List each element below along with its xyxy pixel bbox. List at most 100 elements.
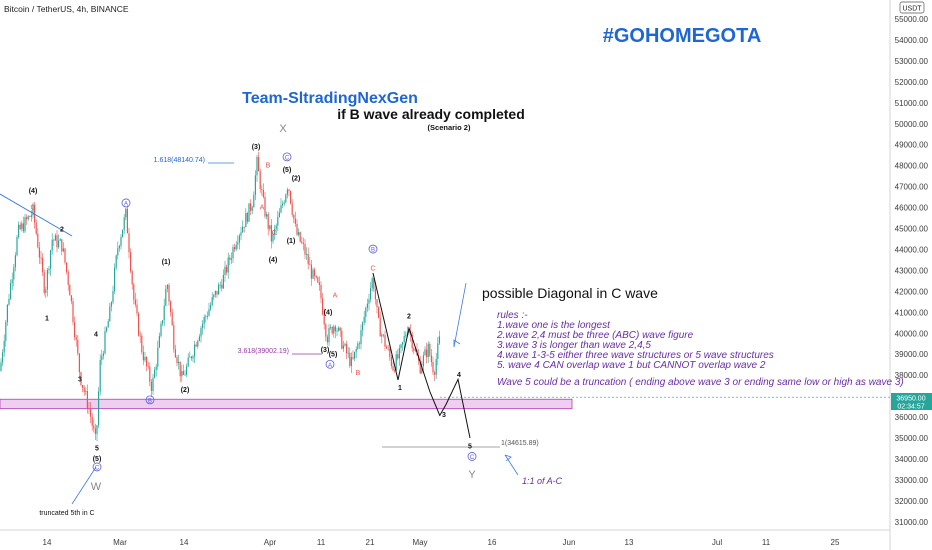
time-tick-label: 11 xyxy=(762,538,771,547)
candle-body xyxy=(80,372,82,386)
candle-body xyxy=(24,217,26,232)
candle-body xyxy=(2,352,4,363)
candle-body xyxy=(163,305,165,321)
candle-body xyxy=(398,348,400,359)
candle-body xyxy=(282,203,284,206)
candle-body xyxy=(424,349,426,356)
rules-block: rules :-1.wave one is the longest2.wave … xyxy=(496,310,904,388)
candle-body xyxy=(138,313,140,336)
wave-label-circled: B xyxy=(368,244,378,254)
candle-body xyxy=(248,203,250,222)
drawing-lines xyxy=(0,162,519,505)
wave-label-red: B xyxy=(266,163,271,170)
candle-body xyxy=(250,203,252,211)
price-tag[interactable] xyxy=(891,393,932,410)
price-tick-label: 32000.00 xyxy=(895,497,929,506)
price-axis[interactable]: 55000.00 54000.00 53000.00 52000.00 51000.00… xyxy=(895,15,929,527)
price-tick-label: 39000.00 xyxy=(895,350,929,359)
wave-label: 3 xyxy=(78,376,82,383)
wave-label-circled: C xyxy=(282,152,292,161)
candle-body xyxy=(213,294,215,298)
candle-body xyxy=(190,356,192,359)
candle-body xyxy=(328,327,330,343)
wave-label: (5) xyxy=(329,351,338,358)
candle-body xyxy=(366,303,368,308)
wave-circle-letter: A xyxy=(328,363,332,369)
candle-body xyxy=(130,252,132,272)
time-axis[interactable]: 14 Mar 14 Apr 11 21 May 16 Jun 13 Jul 11 25 xyxy=(43,538,840,547)
candle-body xyxy=(435,358,437,375)
candle-body xyxy=(70,295,72,302)
candle-body xyxy=(317,277,319,283)
candle-body xyxy=(157,347,159,367)
candle-body xyxy=(221,284,223,289)
candle-body xyxy=(165,288,167,306)
candle-body xyxy=(3,340,5,353)
candle-body xyxy=(219,284,221,286)
candle-body xyxy=(298,232,300,235)
candle-body xyxy=(390,356,392,367)
wave-label: (4) xyxy=(324,309,333,316)
candle-body xyxy=(237,242,239,245)
candle-body xyxy=(427,343,429,358)
candle-body xyxy=(267,214,269,229)
candle-body xyxy=(6,304,8,323)
candle-body xyxy=(195,344,197,347)
candle-body xyxy=(45,289,47,294)
candle-body xyxy=(74,322,76,338)
wave-label: 4 xyxy=(94,331,98,338)
wave-circle-letter: B xyxy=(371,248,375,254)
candle-body xyxy=(370,288,372,300)
candle-body xyxy=(16,237,18,256)
support-zone[interactable] xyxy=(0,398,573,410)
candle-body xyxy=(115,255,117,268)
time-tick-label: Apr xyxy=(264,538,277,547)
candle-body xyxy=(181,371,183,377)
team-label: Team-SltradingNexGen xyxy=(242,90,418,107)
candle-body xyxy=(155,366,157,370)
candle-body xyxy=(104,331,106,354)
candle-body xyxy=(325,324,327,337)
wave-circle xyxy=(121,198,131,208)
currency-badge[interactable] xyxy=(899,1,925,14)
projection-path[interactable] xyxy=(439,377,471,439)
candle-body xyxy=(243,226,245,228)
candle-body xyxy=(114,267,116,292)
candle-body xyxy=(110,302,112,307)
candle-body xyxy=(373,278,375,289)
candle-body xyxy=(78,353,80,373)
price-tick-label: 44000.00 xyxy=(895,245,929,254)
candle-body xyxy=(168,285,170,302)
candle-body xyxy=(166,285,168,289)
candle-body xyxy=(66,262,68,272)
candle-body xyxy=(296,223,298,235)
wave-circle xyxy=(368,244,378,254)
candle-body xyxy=(149,366,151,382)
candle-body xyxy=(14,255,16,268)
candle-body xyxy=(128,233,130,253)
candle-body xyxy=(210,305,212,310)
candle-body xyxy=(61,239,63,252)
candle-body xyxy=(18,224,20,238)
candle-body xyxy=(42,257,44,272)
candle-body xyxy=(270,225,272,242)
price-tick-label: 48000.00 xyxy=(895,162,929,171)
candle-body xyxy=(182,371,184,375)
ratio-label: 1:1 of A-C xyxy=(522,476,563,486)
candle-body xyxy=(232,247,234,259)
candle-body xyxy=(386,346,388,349)
candle-body xyxy=(360,330,362,345)
price-tick-label: 45000.00 xyxy=(895,225,929,234)
candle-body xyxy=(43,271,45,294)
time-tick-label: 14 xyxy=(180,538,189,547)
candle-body xyxy=(397,354,399,359)
candle-body xyxy=(318,282,320,286)
candle-body xyxy=(106,327,108,332)
candle-body xyxy=(322,298,324,315)
candle-body xyxy=(205,316,207,318)
wave-circle xyxy=(325,359,335,369)
candle-body xyxy=(208,309,210,316)
wave-label: 4 xyxy=(457,372,461,379)
candle-body xyxy=(197,340,199,347)
candle-body xyxy=(320,285,322,299)
